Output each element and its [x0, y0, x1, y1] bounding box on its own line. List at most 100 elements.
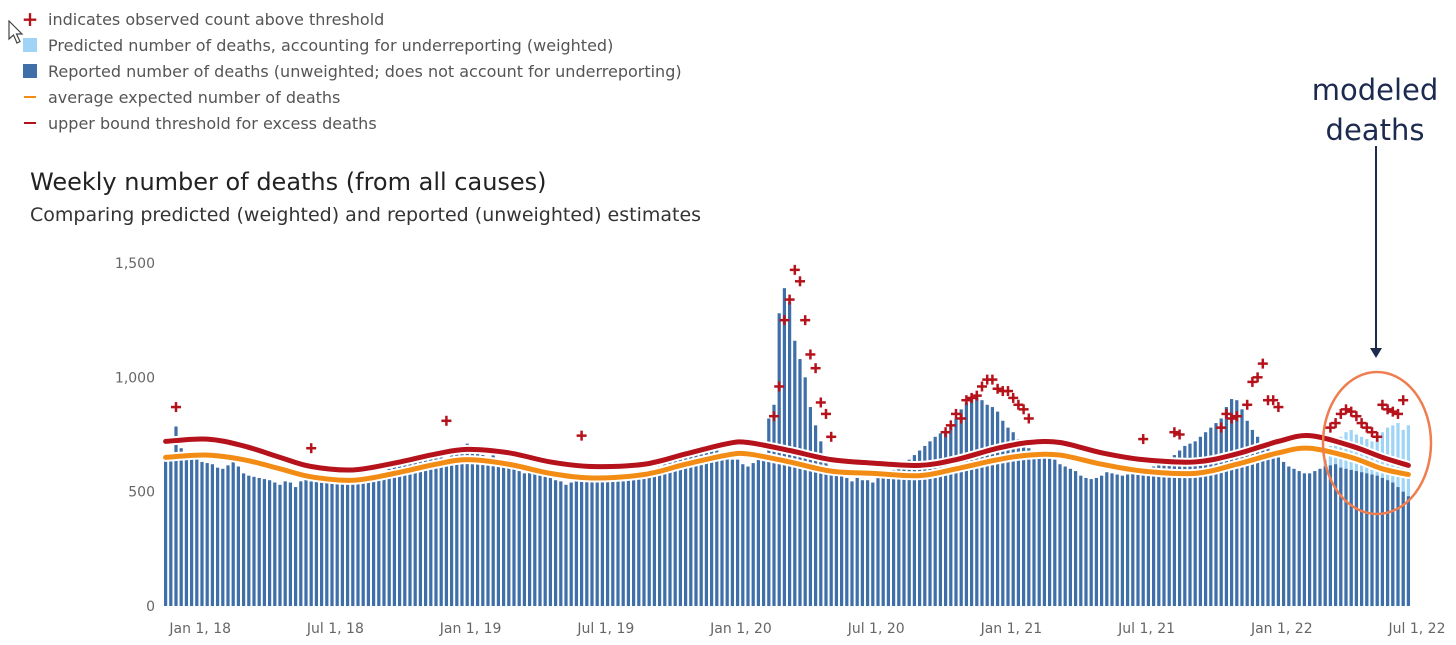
above-threshold-marker	[1008, 392, 1019, 403]
reported-bar	[564, 484, 568, 606]
reported-bar	[585, 477, 589, 606]
reported-bar	[798, 359, 802, 606]
above-threshold-marker	[1325, 422, 1336, 433]
reported-bar	[694, 452, 698, 606]
reported-bar	[252, 476, 256, 606]
x-tick-label: Jul 1, 20	[847, 621, 905, 637]
reported-bar	[1110, 473, 1114, 606]
reported-bar	[902, 464, 906, 606]
reported-bar	[408, 457, 412, 606]
chart-title: Weekly number of deaths (from all causes…	[30, 168, 547, 196]
reported-bar	[267, 480, 272, 606]
reported-bar	[283, 481, 287, 606]
reported-bar	[699, 450, 703, 606]
reported-bar	[590, 475, 594, 606]
reported-bar	[793, 340, 797, 606]
reported-bar	[678, 457, 683, 606]
reported-bar	[1094, 477, 1099, 606]
reported-bar	[1188, 443, 1192, 606]
above-threshold-marker	[789, 264, 800, 275]
reported-bar	[1235, 400, 1239, 606]
reported-bar	[1396, 487, 1400, 606]
reported-bar	[813, 425, 818, 606]
reported-bar	[767, 418, 771, 606]
reported-bar	[1318, 468, 1322, 606]
above-threshold-marker	[1221, 408, 1232, 419]
reported-bar	[439, 457, 443, 606]
reported-bar	[325, 481, 329, 606]
reported-bar	[969, 397, 974, 606]
legend: + indicates observed count above thresho…	[22, 6, 682, 136]
reported-bar	[860, 480, 865, 606]
reported-bar	[361, 480, 365, 606]
reported-bar	[808, 407, 813, 606]
above-threshold-marker	[1252, 372, 1263, 383]
reported-bar	[1136, 471, 1140, 606]
reported-bar	[855, 477, 859, 606]
reported-bar	[423, 452, 428, 606]
reported-bar	[689, 455, 693, 606]
reported-bar	[169, 452, 173, 606]
reported-bar	[605, 479, 610, 606]
above-threshold-marker	[1372, 431, 1383, 442]
above-threshold-marker	[1382, 404, 1393, 415]
reported-bar	[964, 402, 969, 606]
reported-bar	[1146, 468, 1151, 606]
reported-bar	[1016, 439, 1021, 606]
reported-bar	[195, 456, 199, 606]
reported-bar	[1375, 475, 1379, 606]
reported-bar	[761, 457, 766, 606]
reported-bar	[507, 459, 511, 606]
above-threshold-marker	[1387, 406, 1398, 417]
reported-bar	[538, 471, 542, 606]
above-threshold-marker	[992, 383, 1003, 394]
reported-bar	[226, 465, 230, 606]
x-tick-label: Jan 1, 22	[1250, 621, 1313, 637]
above-threshold-marker	[779, 315, 790, 326]
reported-bar	[1219, 418, 1223, 606]
reported-bar	[1401, 491, 1405, 606]
above-threshold-marker	[1169, 427, 1180, 438]
annotation-arrow-head	[1370, 348, 1382, 358]
reported-bar	[340, 480, 345, 606]
above-threshold-marker	[1023, 413, 1034, 424]
reported-bar	[413, 455, 417, 606]
reported-bar	[834, 468, 839, 606]
reported-bar	[1183, 445, 1187, 606]
legend-label: Reported number of deaths (unweighted; d…	[48, 61, 682, 81]
reported-bar	[1042, 455, 1047, 606]
reported-bar	[611, 480, 615, 606]
above-threshold-marker	[1268, 395, 1279, 406]
reported-bar	[1198, 436, 1203, 606]
reported-bar	[1266, 448, 1270, 606]
reported-bar	[449, 450, 454, 606]
reported-bar	[704, 448, 709, 606]
reported-bar	[1365, 473, 1369, 606]
reported-bar	[1323, 466, 1327, 606]
reported-bar	[418, 455, 423, 606]
reported-bar	[371, 475, 376, 606]
reported-bar	[200, 461, 204, 606]
reported-bar	[871, 482, 875, 606]
above-threshold-marker	[1174, 429, 1185, 440]
reported-bar	[657, 466, 662, 606]
reported-bar	[1391, 482, 1395, 606]
reported-bar	[293, 487, 298, 606]
above-threshold-marker	[966, 392, 977, 403]
above-threshold-marker	[1231, 411, 1242, 422]
reported-bar	[1079, 475, 1083, 606]
reported-bar	[928, 441, 932, 606]
light-blue-square-icon	[23, 38, 37, 52]
upper-bound-line	[163, 433, 1411, 473]
reported-bar	[1162, 461, 1166, 606]
reported-bar	[314, 480, 319, 606]
above-threshold-marker	[441, 415, 452, 426]
reported-bar	[377, 473, 381, 606]
reported-bar	[720, 452, 724, 606]
legend-label: Predicted number of deaths, accounting f…	[48, 35, 614, 55]
above-threshold-marker	[961, 395, 972, 406]
reported-bar	[1328, 465, 1333, 606]
reported-bar	[1021, 443, 1026, 606]
dark-blue-square-icon	[23, 64, 37, 78]
